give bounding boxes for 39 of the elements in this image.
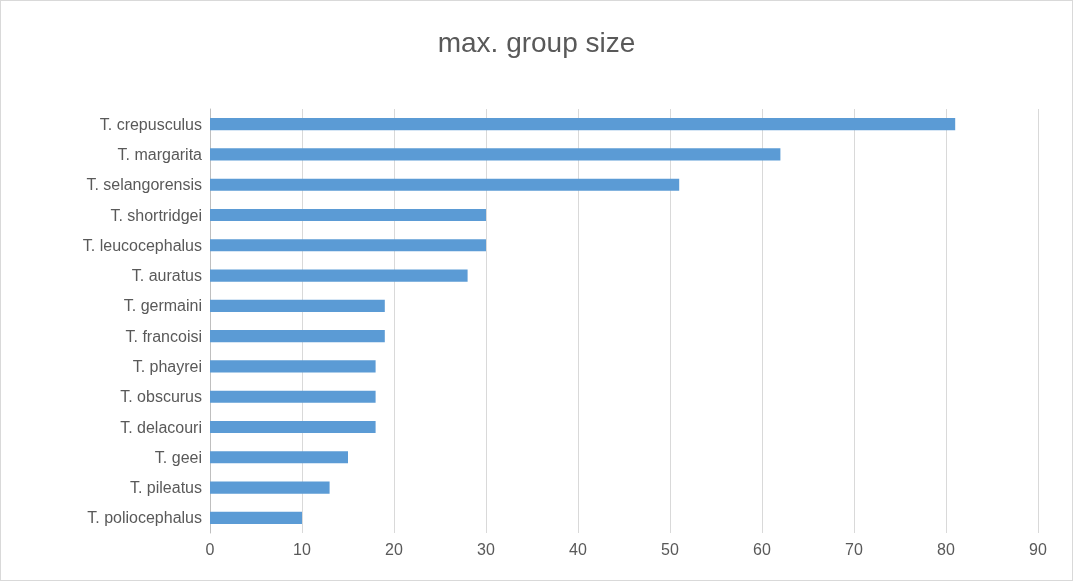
y-tick-label: T. auratus (131, 267, 202, 285)
bar (210, 451, 348, 464)
x-tick-label: 40 (569, 540, 587, 558)
x-tick-label: 70 (845, 540, 863, 558)
y-tick-label: T. germaini (123, 297, 202, 315)
bar (210, 299, 385, 312)
x-tick-label: 20 (385, 540, 403, 558)
bar (210, 360, 376, 373)
bar (210, 420, 376, 434)
x-tick-label: 30 (477, 540, 495, 558)
y-tick-label: T. francoisi (125, 327, 202, 345)
y-tick-label: T. obscurus (120, 388, 202, 406)
bar (210, 330, 385, 343)
y-tick-label: T. leucocephalus (82, 236, 202, 254)
x-tick-label: 60 (753, 540, 771, 558)
chart-title: max. group size (437, 26, 636, 58)
y-tick-label: T. delacouri (120, 418, 202, 436)
bar (210, 269, 468, 282)
bar (210, 481, 330, 494)
x-tick-label: 90 (1029, 540, 1047, 558)
bar (210, 511, 302, 524)
bar (210, 178, 680, 191)
y-tick-label: T. crepusculus (99, 115, 202, 133)
y-tick-label: T. shortridgei (110, 206, 202, 224)
y-tick-label: T. phayrei (132, 357, 202, 375)
bar (210, 118, 956, 131)
bar (210, 239, 486, 252)
bar (210, 208, 486, 222)
y-tick-label: T. pileatus (129, 479, 202, 497)
x-tick-label: 0 (205, 540, 215, 558)
y-tick-label: T. margarita (117, 145, 203, 163)
bar (210, 390, 376, 403)
x-tick-label: 10 (293, 540, 311, 558)
bar (210, 148, 781, 161)
x-tick-label: 80 (937, 540, 955, 558)
y-tick-label: T. poliocephalus (87, 509, 202, 527)
x-tick-label: 50 (661, 540, 679, 558)
y-tick-label: T. selangorensis (86, 176, 202, 194)
y-tick-label: T. geei (154, 448, 202, 466)
